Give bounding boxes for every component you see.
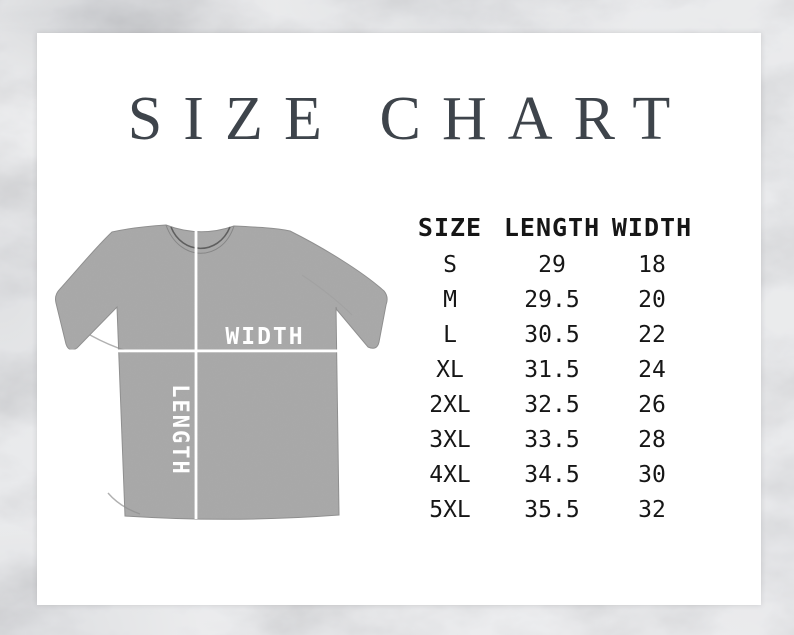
width-cell: 18 — [638, 251, 666, 278]
length-cell: 30.5 — [524, 321, 580, 348]
size-cell: XL — [436, 356, 464, 383]
width-cell: 20 — [638, 286, 666, 313]
width-cell: 22 — [638, 321, 666, 348]
heather-texture — [55, 225, 388, 520]
length-cell: 29.5 — [524, 286, 580, 313]
width-cell: 24 — [638, 356, 666, 383]
length-cell: 35.5 — [524, 496, 580, 523]
size-cell: 4XL — [429, 461, 471, 488]
content-panel: SIZE CHART — [37, 33, 761, 605]
length-cell: 31.5 — [524, 356, 580, 383]
hem-wrinkle — [107, 492, 141, 515]
size-cell: M — [443, 286, 457, 313]
width-measure-line — [60, 349, 386, 353]
page-title: SIZE CHART — [127, 85, 692, 153]
size-cell: 2XL — [429, 391, 471, 418]
width-label: WIDTH — [225, 324, 304, 350]
width-cell: 32 — [638, 496, 666, 523]
size-table: SIZE LENGTH WIDTH S 29 18 M 29.5 20 L 30… — [400, 212, 700, 527]
length-measure-line — [194, 221, 198, 519]
length-label: LENGTH — [167, 384, 192, 475]
column-header-size: SIZE — [417, 212, 483, 242]
collar-seam — [170, 226, 231, 250]
collar-rib — [165, 224, 235, 254]
column-header-length: LENGTH — [503, 212, 601, 242]
length-cell: 29 — [538, 251, 566, 278]
length-cell: 34.5 — [524, 461, 580, 488]
length-cell: 32.5 — [524, 391, 580, 418]
shoulder-wrinkle — [301, 274, 353, 316]
size-cell: 3XL — [429, 426, 471, 453]
tshirt-illustration: WIDTH LENGTH — [55, 221, 388, 520]
width-cell: 26 — [638, 391, 666, 418]
width-cell: 30 — [638, 461, 666, 488]
length-cell: 33.5 — [524, 426, 580, 453]
size-cell: 5XL — [429, 496, 471, 523]
width-cell: 28 — [638, 426, 666, 453]
size-cell: S — [443, 251, 457, 278]
column-header-width: WIDTH — [611, 212, 693, 242]
tshirt-graphic — [55, 224, 388, 520]
size-cell: L — [443, 321, 457, 348]
